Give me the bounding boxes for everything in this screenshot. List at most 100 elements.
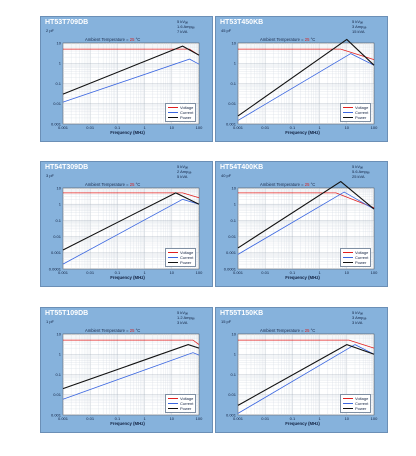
chart-title: HT55T150KB: [220, 310, 264, 317]
x-tick-label: 0.1: [290, 270, 296, 275]
x-tick-label: 0.1: [115, 125, 121, 130]
series-line-current: [237, 344, 375, 414]
chart-panel-2: 0.001 0.01 0.1 1 10 100 10 1 0.1 0.01 0.001 HT53T45…: [215, 16, 388, 142]
ambient-label: Ambient Temperature =: [260, 328, 305, 333]
ambient-unit: °C: [134, 328, 141, 333]
y-tick-label: 0.01: [53, 101, 62, 106]
legend-swatch: [343, 403, 353, 404]
x-tick-label: 10: [170, 416, 175, 421]
y-tick-label: 10: [232, 331, 237, 336]
ambient-value: 25: [304, 328, 310, 333]
legend-swatch: [343, 107, 353, 108]
legend-item: Voltage: [343, 396, 368, 401]
y-tick-label: 0.1: [230, 218, 236, 223]
ambient-unit: °C: [309, 182, 316, 187]
series-line-current: [62, 352, 200, 400]
series-line-voltage: [238, 192, 375, 209]
capacitance-label: 45 pF: [221, 28, 232, 33]
x-tick-label: 0.001: [233, 125, 244, 130]
legend: Voltage Current Power: [165, 103, 197, 122]
ambient-value: 25: [304, 37, 310, 42]
x-tick-label: 100: [196, 270, 203, 275]
legend-item: Power: [168, 260, 193, 265]
legend-swatch: [168, 117, 178, 118]
x-tick-label: 0.001: [233, 270, 244, 275]
legend-item: Current: [343, 401, 368, 406]
x-tick-label: 100: [196, 125, 203, 130]
ratings-list: 5 kVₐₑ 1.2 Ampₐₑ 3 kVA: [177, 310, 195, 326]
series-line-voltage: [238, 339, 375, 349]
legend-label: Current: [355, 401, 369, 406]
ambient-temperature: Ambient Temperature = 25 °C: [260, 328, 315, 333]
chart-svg: 0.001 0.01 0.1 1 10 100 10 1 0.1 0.01 0.001: [226, 331, 378, 421]
x-tick-label: 10: [170, 270, 175, 275]
legend-item: Power: [168, 115, 193, 120]
y-tick-label: 0.0001: [49, 266, 62, 271]
legend-item: Voltage: [168, 105, 193, 110]
series-line-current: [62, 58, 200, 103]
ambient-label: Ambient Temperature =: [85, 182, 130, 187]
ambient-label: Ambient Temperature =: [260, 182, 305, 187]
legend-label: Current: [355, 110, 369, 115]
x-tick-label: 0.01: [86, 416, 95, 421]
x-tick-label: 0.01: [261, 270, 270, 275]
ambient-label: Ambient Temperature =: [85, 328, 130, 333]
chart-title: HT55T109DB: [45, 310, 89, 317]
legend-swatch: [343, 252, 353, 253]
x-tick-label: 10: [345, 125, 350, 130]
series-line-power: [237, 38, 375, 117]
series-line-current: [62, 198, 200, 265]
y-tick-label: 1: [59, 61, 62, 66]
x-tick-label: 0.1: [115, 416, 121, 421]
legend-label: Current: [355, 255, 369, 260]
ambient-temperature: Ambient Temperature = 25 °C: [260, 182, 315, 187]
chart-svg: 0.001 0.01 0.1 1 10 100 10 1 0.1 0.01 0.001: [51, 40, 203, 130]
legend-label: Current: [180, 255, 194, 260]
legend-swatch: [168, 107, 178, 108]
rating-item: 5 kVₐₑ: [352, 310, 363, 315]
legend-label: Power: [180, 260, 192, 265]
rating-item: 3 Ampₐₑ: [352, 315, 367, 321]
y-tick-label: 1: [234, 61, 237, 66]
legend-swatch: [168, 112, 178, 113]
legend-label: Voltage: [355, 105, 369, 110]
ambient-temperature: Ambient Temperature = 25 °C: [260, 37, 315, 42]
legend-item: Voltage: [168, 396, 193, 401]
rating-item: 1.2 Ampₐₑ: [177, 315, 195, 321]
rating-item: 5 kVₐₑ: [177, 19, 188, 24]
chart-svg: 0.001 0.01 0.1 1 10 100 10 1 0.1 0.01 0.001: [226, 38, 378, 130]
rating-item: 5 kVₐₑ: [177, 164, 188, 169]
chart-title: HT54T309DB: [45, 164, 89, 171]
y-tick-label: 0.01: [53, 234, 62, 239]
ambient-unit: °C: [309, 328, 316, 333]
rating-item: 7 kVA: [177, 29, 188, 35]
y-tick-label: 0.1: [55, 81, 61, 86]
x-axis-label: Frequency (MHz): [285, 130, 320, 135]
ratings-list: 5 kVₐₑ 3 Ampₐₑ 15 kVA: [352, 19, 366, 35]
ratings-list: 5 kVₐₑ 2 Ampₐₑ 5 kVA: [177, 164, 191, 180]
legend-swatch: [168, 262, 178, 263]
series-line-power: [62, 344, 200, 390]
legend-item: Voltage: [343, 105, 368, 110]
x-tick-label: 0.001: [58, 270, 69, 275]
legend-label: Power: [355, 115, 367, 120]
x-tick-label: 0.1: [115, 270, 121, 275]
legend-swatch: [343, 112, 353, 113]
capacitance-label: 3 pF: [46, 173, 55, 178]
x-tick-label: 100: [196, 416, 203, 421]
y-tick-label: 0.001: [51, 250, 62, 255]
ambient-label: Ambient Temperature =: [85, 37, 130, 42]
legend-item: Current: [168, 255, 193, 260]
x-tick-label: 1: [143, 125, 146, 130]
ambient-unit: °C: [134, 182, 141, 187]
y-tick-label: 0.01: [228, 101, 237, 106]
ambient-value: 25: [304, 182, 310, 187]
series-line-power: [237, 180, 375, 249]
rating-item: 3 Ampₐₑ: [352, 24, 367, 30]
x-tick-label: 0.01: [86, 270, 95, 275]
y-tick-label: 0.001: [51, 121, 62, 126]
legend: Voltage Current Power: [340, 394, 372, 413]
ambient-value: 25: [129, 37, 135, 42]
ambient-value: 25: [129, 328, 135, 333]
legend-label: Current: [180, 110, 194, 115]
